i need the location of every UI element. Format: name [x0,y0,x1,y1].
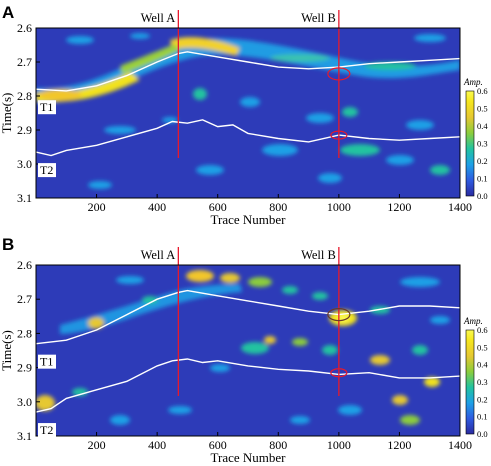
y-tick-label: 2.6 [17,21,32,35]
colorbar-tick-label: 0.6 [477,325,488,335]
horizon-line-t2 [35,358,461,413]
horizon-labels-a: T1 T2 [38,100,56,178]
well-label-a: Well A [141,248,176,262]
x-tick-label: 400 [148,200,166,214]
horizon-label-box-t2 [38,163,56,178]
y-tick-label: 2.9 [17,123,32,137]
anomaly-circle [327,67,351,81]
y-tick-label: 2.8 [17,89,32,103]
colorbar-a: Amp. 0.0 0.1 0.2 0.3 0.4 0.5 0.6 [463,77,488,201]
colorbar-tick-label: 0.6 [477,86,488,96]
colorbar-label: Amp. [463,77,483,87]
horizon-line-t1 [35,289,461,345]
panel-label-b: B [2,235,14,254]
colorbar-tick-label: 0.1 [477,174,488,184]
anomaly-circle [330,368,348,378]
panel-b: B [0,235,472,465]
colorbar-gradient [465,329,475,435]
colorbar-tick-label: 0.5 [477,342,488,352]
horizon-label-t1: T1 [40,100,53,114]
colorbar-gradient [465,90,475,197]
panel-a: A Well A [0,3,472,227]
colorbar-label: Amp. [463,316,483,326]
well-markers-a: Well A Well B [141,10,340,158]
well-label-a: Well A [141,11,176,25]
colorbar-tick-label: 0.1 [477,412,488,422]
well-label-b: Well B [301,248,336,262]
y-tick-label: 2.7 [17,292,32,306]
colorbar-tick-label: 0.4 [477,121,488,131]
x-tick-label: 1000 [327,438,351,452]
amplitude-blobs-b [36,270,450,425]
x-axis-label: Trace Number [211,212,287,227]
x-axis-label: Trace Number [211,450,287,465]
x-tick-label: 200 [88,438,106,452]
horizon-label-t1: T1 [40,355,53,369]
x-tick-label: 800 [269,200,287,214]
colorbar-tick-label: 0.0 [477,429,488,439]
horizon-line-t2 [35,119,461,157]
well-label-b: Well B [301,11,336,25]
y-tick-label: 3.1 [17,429,32,443]
y-tick-label: 3.0 [17,157,32,171]
horizon-lines-a [35,51,461,157]
y-tick-label: 2.9 [17,361,32,375]
x-tick-label: 600 [209,438,227,452]
axes-a: 2.6 2.7 2.8 2.9 3.0 3.1 200 400 600 800 1000 1200 14… [0,21,472,227]
y-axis-label: Time(s) [0,93,14,134]
horizon-label-t2: T2 [40,163,53,177]
anomaly-circle [330,130,348,140]
y-tick-label: 3.0 [17,395,32,409]
horizon-label-box-t1 [38,354,56,369]
axes-b: 2.6 2.7 2.8 2.9 3.0 3.1 200 400 600 800 1000 1200 14… [0,258,472,465]
colorbar-tick-label: 0.4 [477,360,488,370]
horizon-label-t2: T2 [40,423,53,437]
y-tick-label: 2.7 [17,55,32,69]
anomaly-circle [327,307,351,322]
x-tick-label: 1200 [387,200,411,214]
panel-b-frame [35,264,461,437]
panel-a-frame [35,27,461,199]
x-tick-label: 1000 [327,200,351,214]
colorbar-tick-label: 0.3 [477,377,488,387]
y-tick-label: 3.1 [17,191,32,205]
panel-label-a: A [2,3,14,22]
x-tick-label: 1200 [387,438,411,452]
anomaly-circles-a [327,67,351,140]
colorbar-tick-label: 0.0 [477,191,488,201]
colorbar-tick-label: 0.5 [477,104,488,114]
horizon-lines-b [35,289,461,413]
horizon-label-box-t1 [38,100,56,115]
anomaly-circles-b [327,307,351,378]
y-axis-label: Time(s) [0,330,14,371]
x-tick-label: 1400 [448,438,472,452]
x-tick-label: 1400 [448,200,472,214]
x-tick-label: 200 [88,200,106,214]
y-tick-label: 2.6 [17,258,32,272]
x-tick-label: 400 [148,438,166,452]
colorbar-tick-label: 0.3 [477,139,488,149]
horizon-label-box-t2 [38,423,56,438]
colorbar-b: Amp. 0.0 0.1 0.2 0.3 0.4 0.5 0.6 [463,316,488,439]
well-markers-b: Well A Well B [141,247,340,396]
horizon-labels-b: T1 T2 [38,354,56,438]
horizon-line-t1 [35,51,461,92]
colorbar-tick-label: 0.2 [477,156,488,166]
colorbar-tick-label: 0.2 [477,394,488,404]
x-tick-label: 600 [209,200,227,214]
y-tick-label: 2.8 [17,326,32,340]
x-tick-label: 800 [269,438,287,452]
